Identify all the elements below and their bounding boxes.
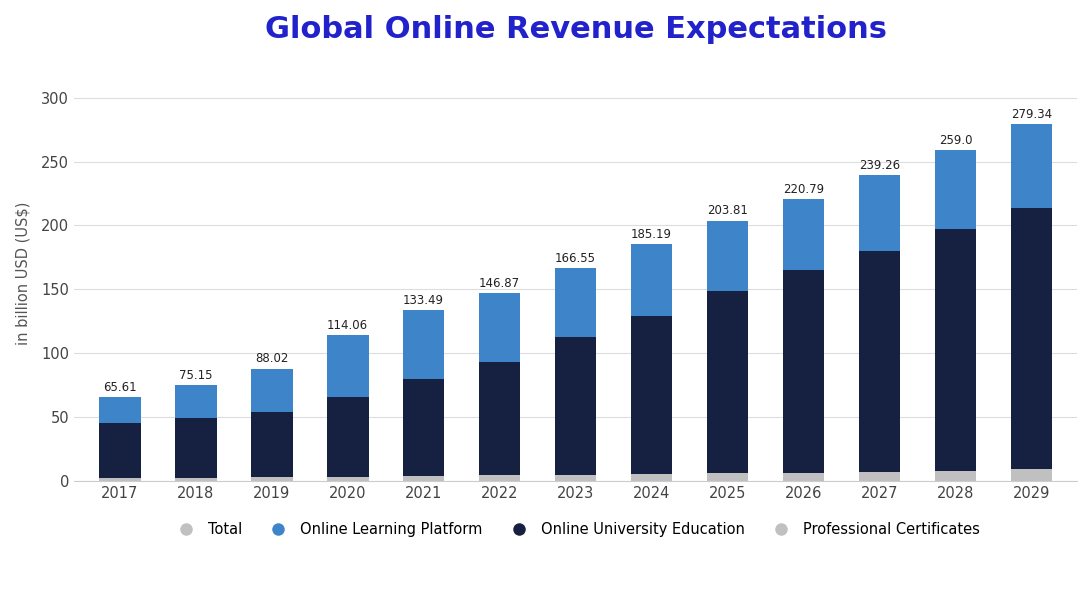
Bar	[631, 474, 673, 481]
Bar	[98, 397, 141, 423]
Text: 220.79: 220.79	[783, 183, 824, 196]
Text: 65.61: 65.61	[103, 381, 136, 394]
Bar	[783, 270, 824, 473]
Bar	[175, 385, 216, 419]
Bar	[858, 175, 900, 251]
Bar	[935, 229, 976, 471]
Title: Global Online Revenue Expectations: Global Online Revenue Expectations	[264, 15, 887, 44]
Bar	[783, 199, 824, 270]
Bar	[251, 477, 293, 481]
Bar	[98, 478, 141, 481]
Text: 133.49: 133.49	[403, 294, 444, 307]
Text: 185.19: 185.19	[631, 228, 672, 241]
Bar	[555, 268, 596, 337]
Bar	[707, 474, 748, 481]
Bar	[1010, 124, 1053, 208]
Bar	[1010, 208, 1053, 469]
Bar	[403, 476, 444, 481]
Bar	[251, 412, 293, 477]
Text: 146.87: 146.87	[479, 277, 520, 290]
Bar	[327, 477, 368, 481]
Bar	[327, 397, 368, 477]
Text: 88.02: 88.02	[254, 352, 288, 365]
Bar	[175, 419, 216, 478]
Text: 203.81: 203.81	[707, 204, 748, 217]
Y-axis label: in billion USD (US$): in billion USD (US$)	[15, 202, 29, 345]
Bar	[327, 335, 368, 397]
Bar	[631, 245, 673, 315]
Text: 259.0: 259.0	[939, 134, 972, 147]
Bar	[98, 423, 141, 478]
Bar	[251, 368, 293, 412]
Bar	[555, 337, 596, 475]
Bar	[403, 310, 444, 379]
Bar	[175, 478, 216, 481]
Bar	[707, 220, 748, 291]
Text: 166.55: 166.55	[555, 252, 596, 265]
Bar	[858, 472, 900, 481]
Bar	[631, 315, 673, 474]
Bar	[783, 473, 824, 481]
Bar	[403, 379, 444, 476]
Bar	[478, 362, 521, 475]
Legend: Total, Online Learning Platform, Online University Education, Professional Certi: Total, Online Learning Platform, Online …	[164, 515, 987, 544]
Bar	[935, 150, 976, 229]
Text: 114.06: 114.06	[327, 319, 368, 332]
Bar	[478, 475, 521, 481]
Text: 75.15: 75.15	[179, 369, 213, 382]
Bar	[1010, 469, 1053, 481]
Bar	[935, 471, 976, 481]
Text: 279.34: 279.34	[1011, 108, 1052, 121]
Bar	[478, 294, 521, 362]
Bar	[858, 251, 900, 472]
Text: 239.26: 239.26	[859, 159, 900, 172]
Bar	[555, 475, 596, 481]
Bar	[707, 291, 748, 474]
